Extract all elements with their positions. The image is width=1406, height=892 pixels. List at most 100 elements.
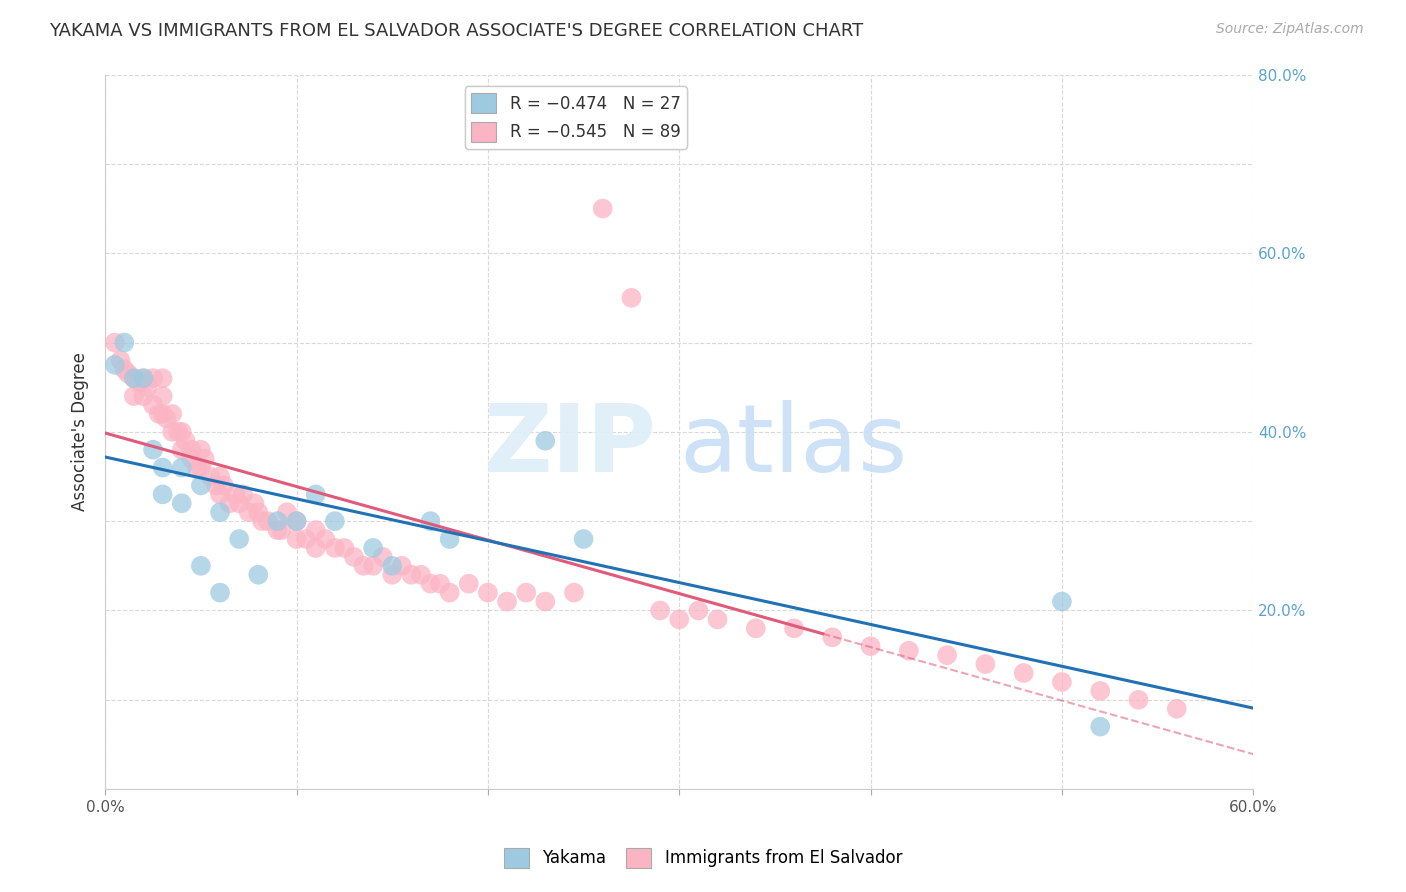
Point	[401, 567, 423, 582]
Point	[457, 576, 479, 591]
Point	[592, 202, 614, 216]
Point	[562, 585, 585, 599]
Legend: Yakama, Immigrants from El Salvador: Yakama, Immigrants from El Salvador	[498, 841, 908, 875]
Point	[104, 358, 127, 372]
Point	[142, 398, 165, 412]
Point	[706, 612, 728, 626]
Point	[167, 425, 190, 439]
Point	[190, 558, 212, 573]
Point	[859, 639, 882, 653]
Point	[353, 558, 375, 573]
Point	[250, 514, 273, 528]
Point	[1128, 693, 1150, 707]
Point	[122, 371, 145, 385]
Point	[295, 532, 318, 546]
Text: atlas: atlas	[679, 401, 907, 492]
Point	[314, 532, 336, 546]
Point	[170, 442, 193, 457]
Point	[243, 496, 266, 510]
Point	[534, 594, 557, 608]
Point	[266, 523, 288, 537]
Point	[174, 434, 197, 448]
Point	[668, 612, 690, 626]
Point	[190, 460, 212, 475]
Point	[821, 630, 844, 644]
Point	[1166, 702, 1188, 716]
Point	[361, 541, 384, 555]
Point	[148, 407, 170, 421]
Point	[305, 541, 328, 555]
Point	[170, 460, 193, 475]
Point	[1090, 720, 1112, 734]
Point	[257, 514, 280, 528]
Point	[361, 558, 384, 573]
Point	[439, 585, 461, 599]
Point	[270, 523, 292, 537]
Point	[343, 549, 366, 564]
Point	[515, 585, 537, 599]
Point	[333, 541, 356, 555]
Point	[132, 371, 155, 385]
Point	[1050, 594, 1073, 608]
Point	[208, 585, 231, 599]
Point	[381, 567, 404, 582]
Point	[439, 532, 461, 546]
Point	[974, 657, 997, 671]
Point	[205, 478, 228, 492]
Point	[117, 367, 139, 381]
Point	[1090, 684, 1112, 698]
Point	[122, 389, 145, 403]
Point	[112, 362, 135, 376]
Point	[897, 643, 920, 657]
Point	[160, 407, 183, 421]
Point	[323, 514, 346, 528]
Point	[276, 505, 298, 519]
Point	[152, 407, 174, 421]
Point	[391, 558, 413, 573]
Point	[132, 371, 155, 385]
Point	[200, 469, 222, 483]
Point	[323, 541, 346, 555]
Point	[1012, 666, 1035, 681]
Point	[208, 487, 231, 501]
Point	[208, 469, 231, 483]
Point	[419, 514, 441, 528]
Point	[228, 496, 250, 510]
Point	[409, 567, 432, 582]
Point	[136, 380, 159, 394]
Point	[212, 478, 235, 492]
Point	[648, 603, 671, 617]
Point	[285, 514, 308, 528]
Point	[152, 487, 174, 501]
Point	[180, 442, 202, 457]
Point	[190, 442, 212, 457]
Point	[104, 335, 127, 350]
Point	[381, 558, 404, 573]
Point	[228, 532, 250, 546]
Point	[285, 532, 308, 546]
Point	[745, 621, 768, 635]
Point	[142, 371, 165, 385]
Text: YAKAMA VS IMMIGRANTS FROM EL SALVADOR ASSOCIATE'S DEGREE CORRELATION CHART: YAKAMA VS IMMIGRANTS FROM EL SALVADOR AS…	[49, 22, 863, 40]
Point	[122, 371, 145, 385]
Point	[783, 621, 806, 635]
Point	[170, 425, 193, 439]
Point	[112, 335, 135, 350]
Point	[688, 603, 710, 617]
Point	[285, 514, 308, 528]
Point	[247, 505, 270, 519]
Point	[1050, 675, 1073, 690]
Point	[371, 549, 394, 564]
Point	[496, 594, 519, 608]
Point	[186, 460, 208, 475]
Point	[232, 487, 254, 501]
Point	[247, 567, 270, 582]
Point	[305, 487, 328, 501]
Point	[160, 425, 183, 439]
Point	[194, 451, 217, 466]
Point	[132, 389, 155, 403]
Point	[429, 576, 451, 591]
Point	[110, 353, 132, 368]
Text: ZIP: ZIP	[484, 401, 657, 492]
Point	[572, 532, 595, 546]
